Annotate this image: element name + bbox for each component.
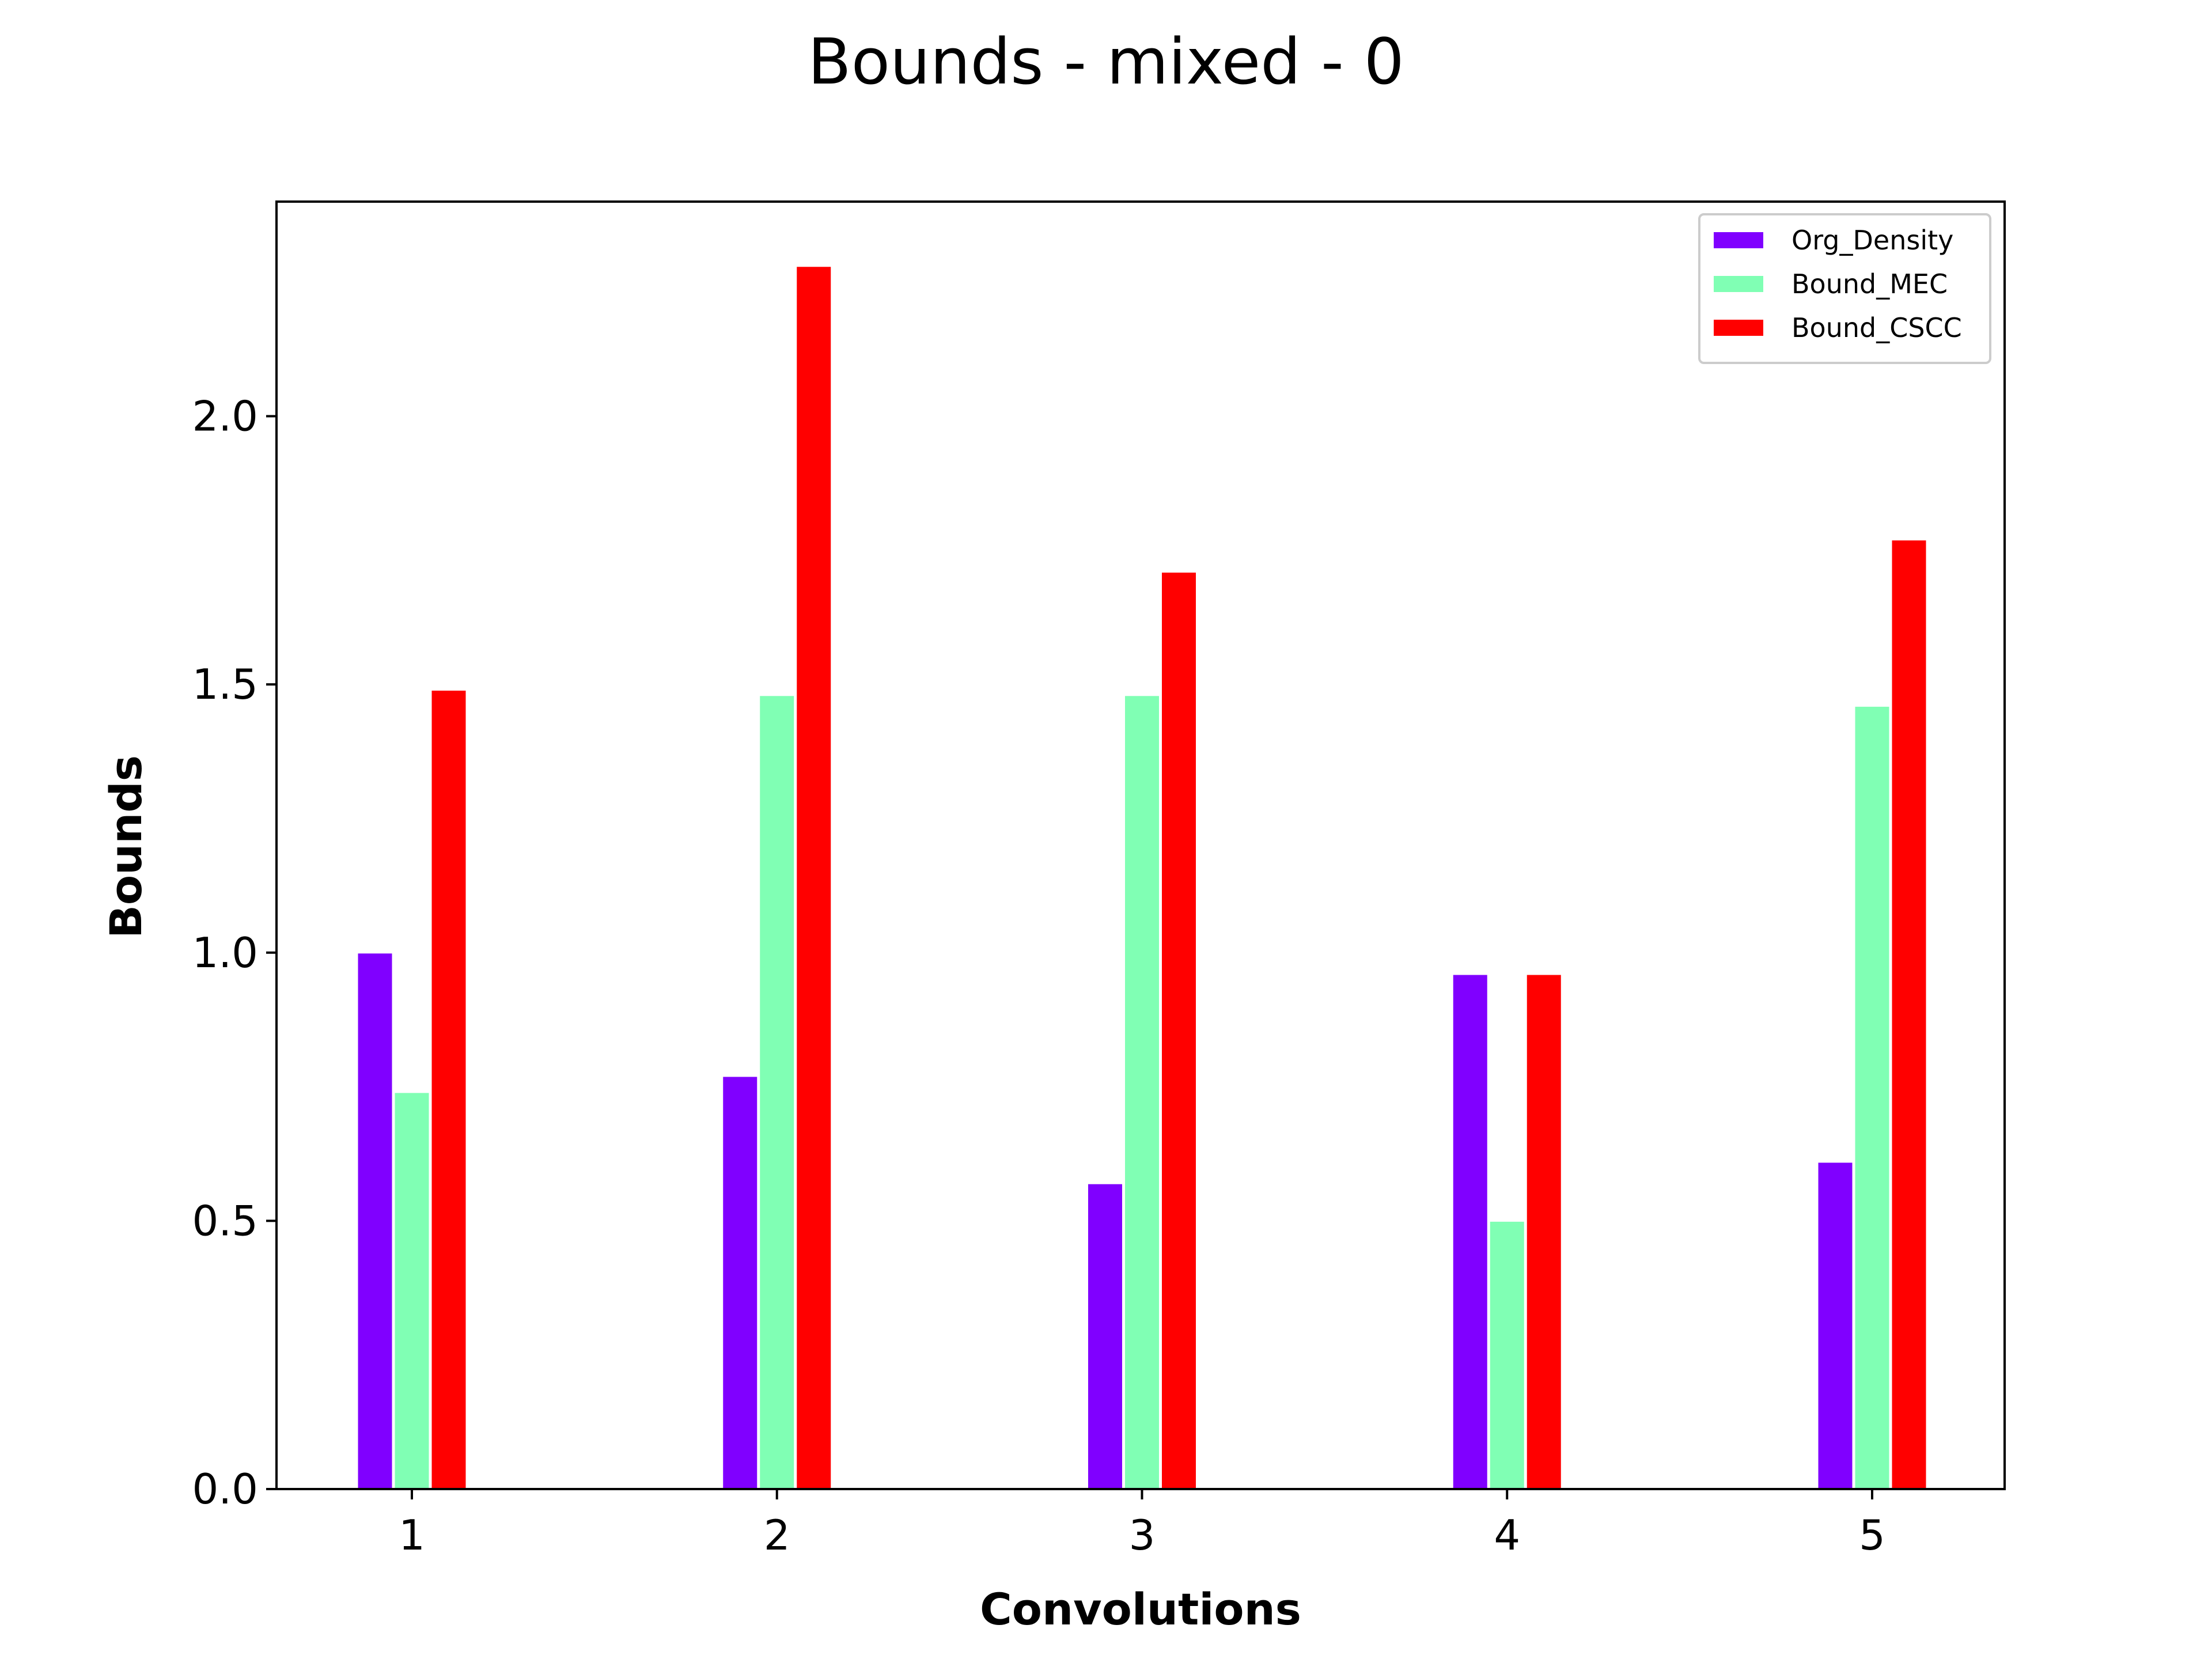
x-axis-ticks: 1 2 3 4 5 <box>399 1489 1885 1559</box>
x-tick-label: 3 <box>1129 1511 1156 1559</box>
x-tick-label: 5 <box>1859 1511 1885 1559</box>
y-axis-ticks: 0.0 0.5 1.0 1.5 2.0 <box>192 392 276 1513</box>
legend-label: Org_Density <box>1791 225 1953 256</box>
bar-bound-cscc-3 <box>1160 571 1198 1490</box>
legend-swatch <box>1714 276 1763 292</box>
legend-label: Bound_MEC <box>1791 268 1948 300</box>
legend-label: Bound_CSCC <box>1791 312 1962 343</box>
y-axis-label: Bounds <box>100 755 151 938</box>
x-tick-label: 4 <box>1494 1511 1520 1559</box>
legend-swatch <box>1714 320 1763 336</box>
legend-swatch <box>1714 232 1763 248</box>
bar-org-density-3 <box>1086 1182 1124 1490</box>
y-tick-label: 0.0 <box>192 1465 258 1513</box>
bars-group <box>356 265 1928 1490</box>
bar-org-density-5 <box>1816 1161 1854 1490</box>
y-tick-label: 0.5 <box>192 1196 258 1245</box>
x-tick-label: 2 <box>764 1511 790 1559</box>
bar-bound-cscc-5 <box>1890 539 1928 1490</box>
legend-box <box>1698 213 1991 364</box>
y-tick-label: 2.0 <box>192 392 258 441</box>
bar-bound-mec-3 <box>1123 694 1161 1490</box>
y-tick-label: 1.0 <box>192 929 258 977</box>
bar-bound-cscc-1 <box>430 688 468 1490</box>
bar-org-density-1 <box>356 952 394 1490</box>
legend: Org_Density Bound_MEC Bound_CSCC <box>1698 213 1991 364</box>
bar-bound-cscc-2 <box>795 265 833 1490</box>
bar-bound-mec-4 <box>1488 1219 1526 1490</box>
x-tick-label: 1 <box>399 1511 425 1559</box>
bar-bound-mec-2 <box>758 694 796 1490</box>
chart-title: Bounds - mixed - 0 <box>808 25 1404 99</box>
bar-bound-mec-1 <box>393 1091 431 1490</box>
plot-frame <box>275 200 2006 1490</box>
bar-org-density-4 <box>1451 973 1489 1490</box>
bar-org-density-2 <box>721 1075 759 1490</box>
x-axis-label: Convolutions <box>980 1584 1301 1635</box>
y-tick-label: 1.5 <box>192 660 258 709</box>
bar-bound-cscc-4 <box>1525 973 1563 1490</box>
bar-bound-mec-5 <box>1853 704 1891 1490</box>
